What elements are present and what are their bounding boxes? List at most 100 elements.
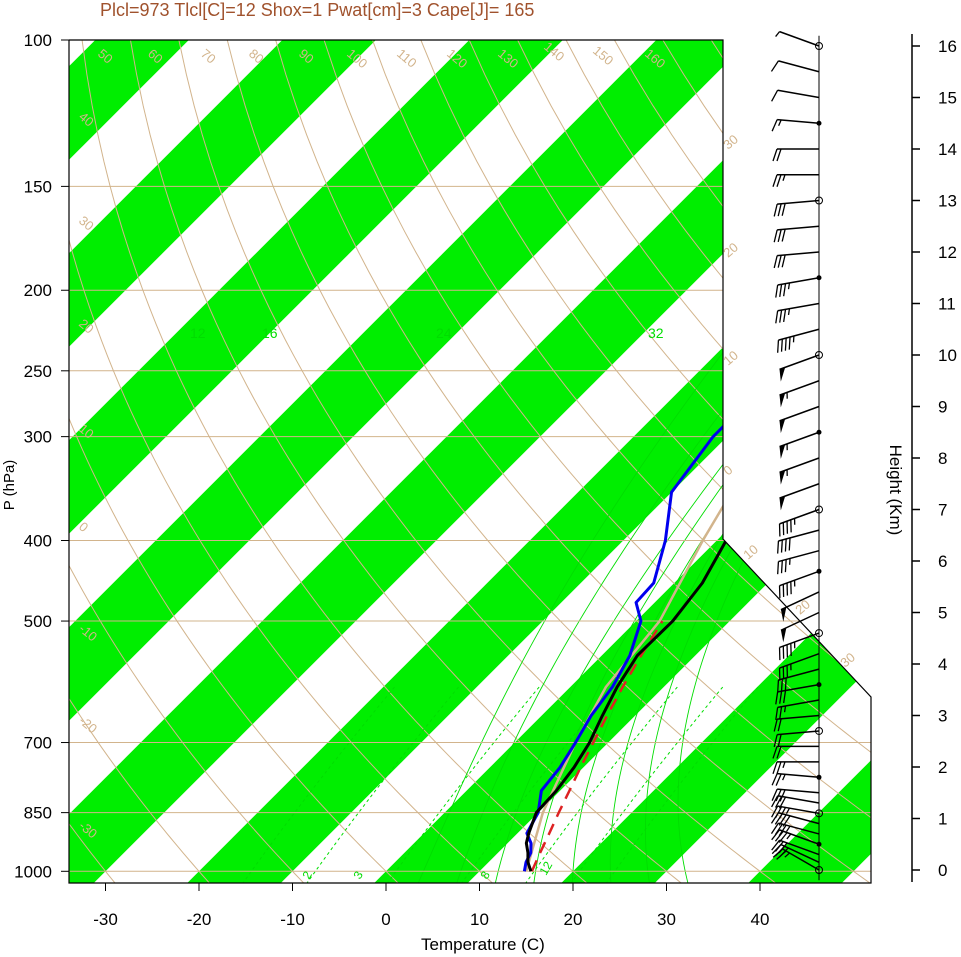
wind-barb <box>777 549 820 575</box>
mixing-ratio-line <box>566 686 724 883</box>
temperature-profile <box>524 40 871 872</box>
wind-barb <box>771 89 820 102</box>
axes: -30 -20 -10 0 10 20 30 40 100 150 200 250 300 400 500 7… <box>14 31 769 929</box>
wind-barb <box>779 405 820 434</box>
height-tick-label: 0 <box>938 861 947 880</box>
wind-barb <box>772 745 819 759</box>
y-tick-label: 850 <box>24 804 52 823</box>
wind-barb <box>777 668 820 693</box>
dry-adiabat <box>69 40 121 883</box>
y-tick-label: 300 <box>24 428 52 447</box>
y-tick-label: 150 <box>24 177 52 196</box>
height-tick-label: 1 <box>938 810 947 829</box>
wind-barb <box>773 196 823 217</box>
height-tick-label: 14 <box>938 140 957 159</box>
height-tick-label: 16 <box>938 37 957 56</box>
dry-adiabat-label: 70 <box>198 46 219 67</box>
wind-barb <box>779 429 822 459</box>
dry-adiabat <box>468 40 871 883</box>
isotherm-stripe <box>69 40 414 883</box>
height-tick-label: 2 <box>938 758 947 777</box>
wind-barb <box>771 805 823 819</box>
dry-adiabat <box>226 40 871 883</box>
dry-adiabat-label: -20 <box>76 713 100 737</box>
dry-adiabat <box>69 40 500 883</box>
y-axis-title: P (hPa) <box>1 460 18 511</box>
wind-barb <box>773 225 820 243</box>
wind-barb <box>780 611 820 643</box>
y-tick-label: 200 <box>24 281 52 300</box>
y-tick-label: 500 <box>24 612 52 631</box>
wind-barb <box>775 302 820 324</box>
height-tick-label: 13 <box>938 192 957 211</box>
isotherm-stripe <box>555 40 871 883</box>
height-tick-label: 9 <box>938 398 947 417</box>
wind-barb <box>771 118 822 132</box>
mixing-ratio-line <box>601 686 759 883</box>
x-tick-label: 30 <box>657 910 676 929</box>
wind-barb <box>775 30 823 50</box>
height-tick-label: 8 <box>938 449 947 468</box>
wind-barbs <box>770 30 823 881</box>
height-tick-label: 11 <box>938 295 956 314</box>
mixing-ratio-line <box>521 686 678 883</box>
wind-barb <box>775 699 820 720</box>
height-tick-label: 3 <box>938 707 947 726</box>
moist-adiabat <box>454 324 790 883</box>
wind-barb <box>777 529 820 554</box>
wind-barb <box>771 772 822 786</box>
isotherm-label: 10 <box>740 542 761 563</box>
x-axis-title: Temperature (C) <box>421 935 545 954</box>
x-tick-label: 0 <box>381 910 390 929</box>
chart-title: Plcl=973 Tlcl[C]=12 Shox=1 Pwat[cm]=3 Ca… <box>100 0 534 20</box>
height-tick-label: 15 <box>938 89 957 108</box>
x-tick-label: 40 <box>751 910 770 929</box>
moist-adiabat-label: 32 <box>648 325 664 341</box>
x-tick-label: -20 <box>187 910 212 929</box>
wind-barb <box>779 457 820 485</box>
wind-barb <box>771 788 820 802</box>
wind-barb <box>772 148 819 162</box>
y-tick-label: 250 <box>24 362 52 381</box>
wind-barb <box>779 351 823 382</box>
wind-barb <box>778 568 822 599</box>
height-tick-label: 10 <box>938 346 957 365</box>
mixing-ratio-label: 8 <box>477 868 493 881</box>
height-tick-label: 4 <box>938 655 947 674</box>
moist-adiabat <box>493 324 836 883</box>
dry-adiabat <box>129 40 690 883</box>
dry-adiabat <box>420 40 871 883</box>
moist-adiabat <box>532 324 847 883</box>
moist-adiabat-label: 16 <box>262 325 278 341</box>
wind-barb <box>772 761 819 775</box>
height-axis-title: Height (Km) <box>886 445 905 536</box>
wind-barb <box>778 629 823 661</box>
mixing-ratio-label: 12 <box>536 859 555 878</box>
dry-adiabat <box>275 40 871 883</box>
wind-barb <box>777 328 820 353</box>
moist-adiabat-label: 12 <box>190 325 206 341</box>
wind-barb <box>773 714 820 732</box>
dry-adiabat-label: 110 <box>394 46 420 71</box>
wind-barb <box>773 726 823 748</box>
isotherm-stripe <box>69 40 788 883</box>
height-tick-label: 7 <box>938 501 947 520</box>
isotherm-stripe <box>929 2 961 889</box>
mixing-ratio-line <box>457 686 614 883</box>
height-tick-label: 6 <box>938 552 947 571</box>
dry-adiabat <box>81 40 595 883</box>
plot-frame <box>68 39 872 884</box>
x-tick-label: -30 <box>93 910 118 929</box>
dry-adiabat-label: 150 <box>590 43 616 68</box>
wind-barb <box>771 839 820 856</box>
dry-adiabat <box>69 40 310 883</box>
mixing-ratio-label: 3 <box>350 868 366 881</box>
mixing-ratio-line <box>302 686 460 883</box>
wind-barb <box>771 795 820 809</box>
y-tick-label: 100 <box>24 31 52 50</box>
moist-adiabat <box>415 324 745 883</box>
isotherm-stripe <box>181 40 871 883</box>
wind-barb <box>779 483 820 511</box>
